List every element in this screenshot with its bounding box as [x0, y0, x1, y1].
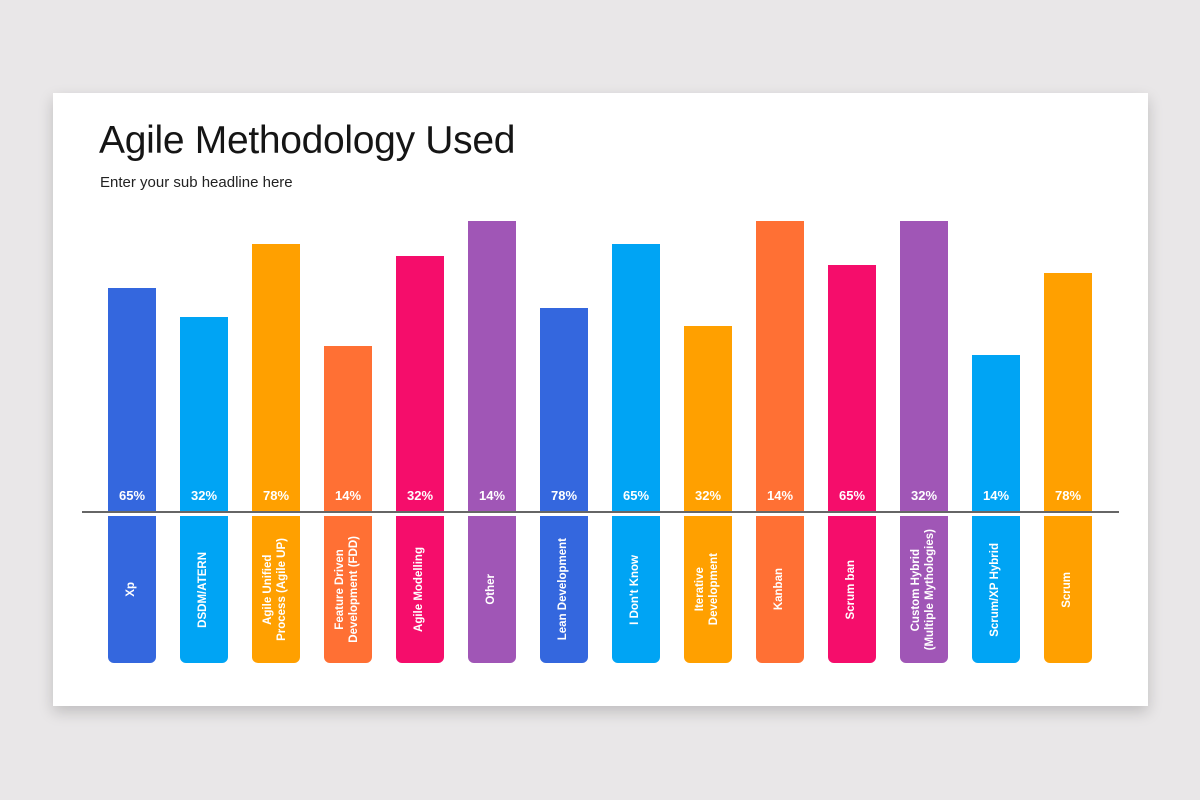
category-label-box: Kanban — [756, 516, 804, 663]
data-label: 32% — [694, 488, 722, 503]
category-label: DSDM/ATERN — [197, 551, 210, 628]
bar-value-segment — [972, 354, 1020, 512]
data-label: 78% — [262, 488, 290, 503]
data-label: 65% — [622, 488, 650, 503]
category-label: Custom Hybrid (Multiple Mythologies) — [910, 528, 936, 651]
bar-value-segment — [1044, 273, 1092, 512]
bar-value-segment — [180, 317, 228, 512]
bar-value-segment — [684, 325, 732, 512]
category-label-box: Custom Hybrid (Multiple Mythologies) — [900, 516, 948, 663]
bar-value-segment — [108, 287, 156, 512]
data-label: 65% — [838, 488, 866, 503]
data-label: 14% — [982, 488, 1010, 503]
data-label: 32% — [910, 488, 938, 503]
data-label: 32% — [190, 488, 218, 503]
category-label: Kanban — [773, 568, 786, 611]
data-label: 14% — [334, 488, 362, 503]
category-label: Scrum ban — [845, 559, 858, 620]
category-label-box: Scrum/XP Hybrid — [972, 516, 1020, 663]
category-label-box: Agile Modelling — [396, 516, 444, 663]
category-label: Agile Modelling — [413, 547, 426, 632]
category-label-box: Lean Development — [540, 516, 588, 663]
category-label-box: I Don't Know — [612, 516, 660, 663]
bar-value-segment — [828, 264, 876, 512]
category-label: Scrum/XP Hybrid — [989, 542, 1002, 637]
category-label: Iterative Development — [694, 553, 720, 626]
slide-card: Agile Methodology Used Enter your sub he… — [53, 93, 1148, 706]
category-label: Xp — [125, 582, 138, 597]
baseline-axis — [82, 511, 1119, 513]
category-label: Feature Driven Development (FDD) — [334, 536, 360, 643]
bar-value-segment — [540, 308, 588, 512]
bar-value-segment — [396, 255, 444, 512]
bar-value-segment — [252, 244, 300, 512]
category-label: Other — [485, 574, 498, 605]
category-label-box: Feature Driven Development (FDD) — [324, 516, 372, 663]
category-label-box: Scrum ban — [828, 516, 876, 663]
category-label-box: Iterative Development — [684, 516, 732, 663]
category-label: Lean Development — [557, 538, 570, 641]
data-label: 78% — [550, 488, 578, 503]
data-label: 78% — [1054, 488, 1082, 503]
category-label-box: Other — [468, 516, 516, 663]
data-label: 14% — [766, 488, 794, 503]
bar-value-segment — [324, 346, 372, 512]
category-label: I Don't Know — [629, 554, 642, 625]
bar-value-segment — [468, 221, 516, 512]
bar-value-segment — [900, 221, 948, 512]
chart-title: Agile Methodology Used — [99, 119, 516, 162]
chart-subtitle: Enter your sub headline here — [100, 174, 293, 191]
category-label-box: Agile Unified Process (Agile UP) — [252, 516, 300, 663]
category-label: Scrum — [1061, 571, 1074, 608]
category-label-box: Xp — [108, 516, 156, 663]
data-label: 14% — [478, 488, 506, 503]
bar-value-segment — [756, 221, 804, 512]
bar-value-segment — [612, 244, 660, 512]
category-label-box: DSDM/ATERN — [180, 516, 228, 663]
category-label: Agile Unified Process (Agile UP) — [262, 538, 288, 641]
data-label: 32% — [406, 488, 434, 503]
category-label-box: Scrum — [1044, 516, 1092, 663]
data-label: 65% — [118, 488, 146, 503]
